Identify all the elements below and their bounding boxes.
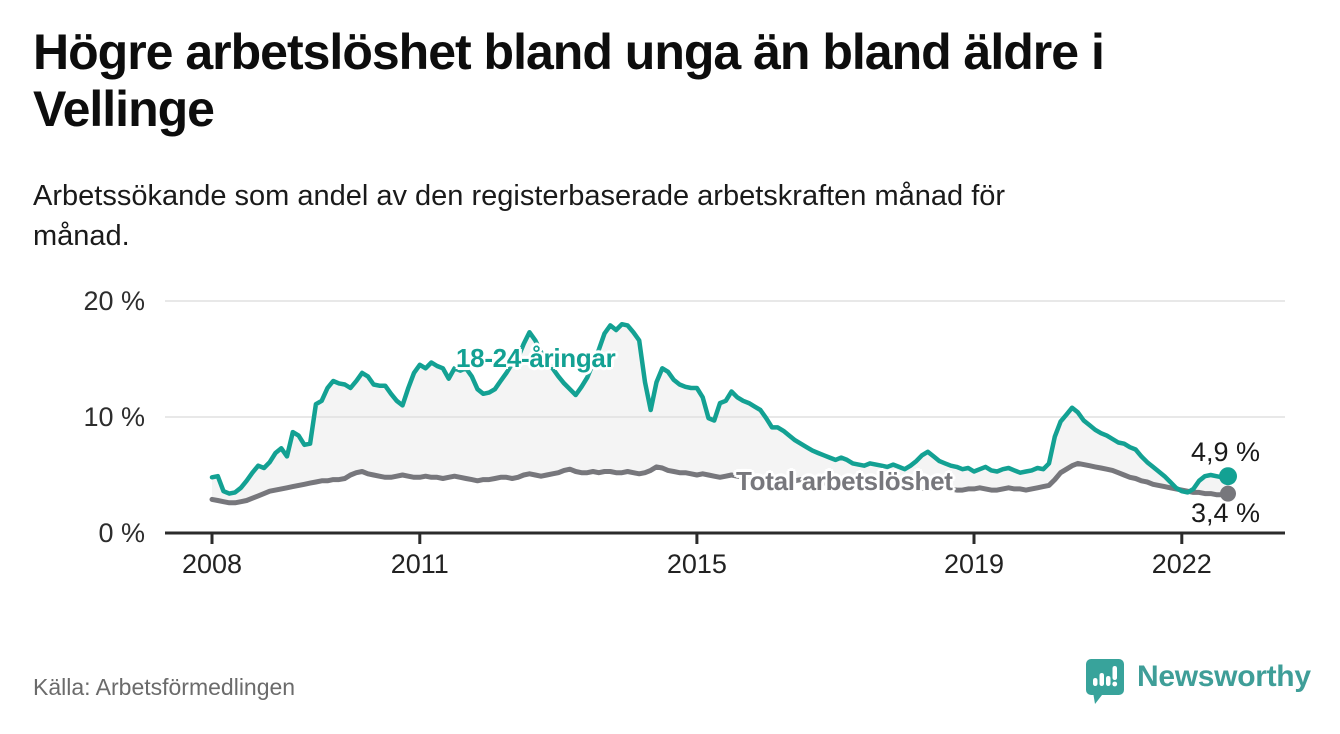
youth-end-dot (1219, 467, 1237, 486)
x-tick-label-2011: 2011 (390, 549, 449, 579)
source-attribution: Källa: Arbetsförmedlingen (33, 674, 296, 700)
y-tick-label-20: 20 % (83, 286, 145, 316)
youth-end-value-label: 4,9 % (1191, 437, 1261, 467)
total-end-dot (1220, 485, 1236, 502)
total-line (209, 460, 1231, 506)
line-chart (165, 300, 1285, 544)
series-label-total: Total arbetslöshet (736, 466, 953, 496)
x-axis-ticks (210, 534, 1184, 544)
total-end-value-label: 3,4 % (1191, 498, 1261, 528)
x-tick-label-2022: 2022 (1151, 549, 1212, 579)
y-tick-label-10: 10 % (83, 402, 145, 432)
youth-line (209, 321, 1231, 496)
page-subtitle: Arbetssökande som andel av den registerb… (33, 180, 1006, 253)
newsworthy-logo[interactable]: Newsworthy (1085, 658, 1315, 708)
x-tick-label-2008: 2008 (181, 549, 243, 579)
page-title: Högre arbetslöshet bland unga än bland ä… (33, 24, 1105, 137)
newsworthy-speech-bubble-bar-chart-icon (1086, 659, 1124, 704)
y-tick-label-0: 0 % (98, 518, 145, 548)
x-tick-label-2019: 2019 (943, 549, 1005, 579)
series-label-youth: 18-24-åringar (456, 343, 616, 373)
gridlines (165, 300, 1285, 418)
x-tick-label-2015: 2015 (666, 549, 727, 579)
newsworthy-wordmark: Newsworthy (1137, 660, 1311, 693)
